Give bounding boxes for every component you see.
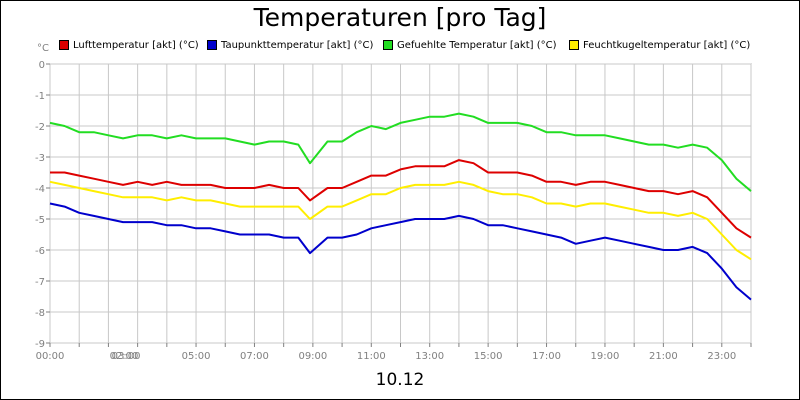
x-axis-date-label: 10.12 — [375, 370, 425, 390]
x-tick-label: 00:00 — [36, 351, 65, 362]
legend-label-feuchtkugeltemperatur: Feuchtkugeltemperatur [akt] (°C) — [583, 39, 751, 51]
y-tick-label: 0 — [39, 60, 45, 71]
series-line-gefuehlte-temperatur — [49, 112, 752, 192]
x-tick-label: 21:00 — [649, 351, 678, 362]
x-tick-label: 23:00 — [707, 351, 736, 362]
x-tick-label: 19:00 — [591, 351, 620, 362]
x-tick-label: 09:00 — [298, 351, 327, 362]
y-tick-label: -2 — [35, 122, 45, 133]
y-tick-label: -9 — [35, 339, 45, 350]
legend-label-gefuehlte-temperatur: Gefuehlte Temperatur [akt] (°C) — [397, 39, 557, 51]
y-tick-label: -7 — [35, 277, 45, 288]
y-tick-label: -1 — [35, 91, 45, 102]
chart-title: Temperaturen [pro Tag] — [253, 3, 547, 32]
x-tick-label: 05:00 — [182, 351, 211, 362]
x-tick-label: 17:00 — [532, 351, 561, 362]
x-tick-label: 11:00 — [357, 351, 386, 362]
x-tick-label: 13:00 — [415, 351, 444, 362]
series-lines — [49, 112, 752, 301]
legend-swatch-feuchtkugeltemperatur — [569, 40, 579, 50]
legend: Lufttemperatur [akt] (°C) Taupunkttemper… — [59, 38, 750, 52]
y-axis-unit-label: °C — [37, 43, 49, 54]
x-tick-label: 03:00 — [112, 351, 141, 362]
x-tick-label: 02:00 — [110, 351, 139, 362]
x-tick-label: 07:00 — [240, 351, 269, 362]
legend-swatch-lufttemperatur — [59, 40, 69, 50]
y-tick-label: -5 — [35, 215, 45, 226]
legend-entry-gefuehlte-temperatur: Gefuehlte Temperatur [akt] (°C) — [383, 38, 569, 52]
grid-lines — [49, 63, 752, 344]
y-tick-label: -3 — [35, 153, 45, 164]
series-line-taupunkttemperatur — [49, 202, 752, 301]
legend-label-taupunkttemperatur: Taupunkttemperatur [akt] (°C) — [221, 39, 374, 51]
legend-label-lufttemperatur: Lufttemperatur [akt] (°C) — [73, 39, 199, 51]
y-axis-ticks: 0 -1 -2 -3 -4 -5 -6 -7 -8 -9 — [35, 60, 50, 350]
series-line-feuchtkugeltemperatur — [49, 180, 752, 261]
y-tick-label: -4 — [35, 184, 45, 195]
legend-entry-taupunkttemperatur: Taupunkttemperatur [akt] (°C) — [207, 38, 383, 52]
legend-entry-feuchtkugeltemperatur: Feuchtkugeltemperatur [akt] (°C) — [569, 38, 750, 52]
y-tick-label: -6 — [35, 246, 45, 257]
legend-entry-lufttemperatur: Lufttemperatur [akt] (°C) — [59, 38, 207, 52]
legend-swatch-gefuehlte-temperatur — [383, 40, 393, 50]
x-tick-label: 15:00 — [474, 351, 503, 362]
legend-swatch-taupunkttemperatur — [207, 40, 217, 50]
y-tick-label: -8 — [35, 308, 45, 319]
series-line-lufttemperatur — [50, 159, 752, 239]
